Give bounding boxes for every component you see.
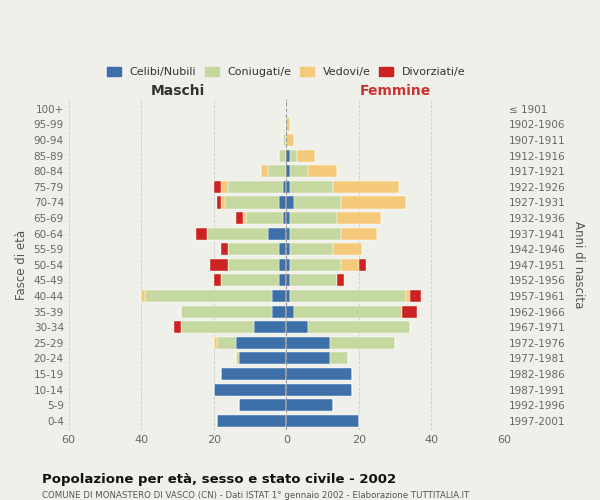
Bar: [286, 384, 352, 396]
Bar: [410, 290, 421, 302]
Bar: [217, 196, 221, 208]
Bar: [403, 306, 417, 318]
Bar: [290, 290, 406, 302]
Bar: [217, 336, 236, 349]
Text: Popolazione per età, sesso e stato civile - 2002: Popolazione per età, sesso e stato civil…: [42, 472, 396, 486]
Bar: [224, 196, 279, 208]
Bar: [217, 414, 286, 427]
Bar: [286, 290, 290, 302]
Bar: [330, 336, 395, 349]
Bar: [221, 196, 224, 208]
Bar: [268, 228, 286, 239]
Bar: [210, 258, 228, 271]
Bar: [293, 306, 403, 318]
Bar: [279, 243, 286, 256]
Bar: [290, 150, 297, 162]
Bar: [268, 165, 286, 177]
Bar: [236, 212, 243, 224]
Bar: [286, 181, 290, 193]
Bar: [236, 336, 286, 349]
Bar: [290, 181, 334, 193]
Bar: [406, 290, 410, 302]
Bar: [254, 321, 286, 334]
Bar: [279, 258, 286, 271]
Bar: [286, 306, 293, 318]
Bar: [221, 243, 228, 256]
Bar: [293, 196, 341, 208]
Bar: [286, 399, 334, 411]
Bar: [196, 228, 206, 239]
Text: COMUNE DI MONASTERO DI VASCO (CN) - Dati ISTAT 1° gennaio 2002 - Elaborazione TU: COMUNE DI MONASTERO DI VASCO (CN) - Dati…: [42, 491, 469, 500]
Bar: [228, 258, 279, 271]
Bar: [290, 243, 334, 256]
Bar: [239, 352, 286, 364]
Bar: [283, 134, 286, 146]
Bar: [290, 165, 308, 177]
Bar: [286, 258, 290, 271]
Bar: [286, 321, 308, 334]
Text: Maschi: Maschi: [151, 84, 205, 98]
Bar: [330, 352, 348, 364]
Bar: [286, 368, 352, 380]
Bar: [297, 150, 316, 162]
Bar: [286, 134, 293, 146]
Bar: [214, 181, 221, 193]
Bar: [337, 274, 344, 286]
Bar: [236, 352, 239, 364]
Bar: [286, 336, 330, 349]
Bar: [221, 181, 228, 193]
Bar: [247, 212, 283, 224]
Bar: [239, 399, 286, 411]
Bar: [286, 196, 293, 208]
Bar: [337, 212, 380, 224]
Bar: [214, 384, 286, 396]
Bar: [286, 212, 290, 224]
Bar: [228, 243, 279, 256]
Bar: [286, 165, 290, 177]
Y-axis label: Fasce di età: Fasce di età: [15, 230, 28, 300]
Bar: [272, 290, 286, 302]
Bar: [243, 212, 247, 224]
Bar: [145, 290, 272, 302]
Bar: [141, 290, 145, 302]
Bar: [286, 274, 290, 286]
Bar: [286, 414, 359, 427]
Bar: [341, 228, 377, 239]
Bar: [286, 150, 290, 162]
Bar: [290, 274, 337, 286]
Bar: [334, 243, 362, 256]
Y-axis label: Anni di nascita: Anni di nascita: [572, 221, 585, 308]
Legend: Celibi/Nubili, Coniugati/e, Vedovi/e, Divorziati/e: Celibi/Nubili, Coniugati/e, Vedovi/e, Di…: [103, 62, 470, 82]
Bar: [290, 228, 341, 239]
Bar: [286, 352, 330, 364]
Bar: [279, 274, 286, 286]
Bar: [283, 181, 286, 193]
Bar: [221, 274, 279, 286]
Bar: [286, 243, 290, 256]
Bar: [261, 165, 268, 177]
Bar: [290, 258, 341, 271]
Bar: [214, 336, 217, 349]
Bar: [283, 212, 286, 224]
Bar: [206, 228, 268, 239]
Bar: [308, 321, 410, 334]
Bar: [341, 258, 359, 271]
Bar: [181, 306, 272, 318]
Bar: [228, 181, 283, 193]
Bar: [272, 306, 286, 318]
Bar: [308, 165, 337, 177]
Bar: [174, 321, 181, 334]
Bar: [290, 212, 337, 224]
Bar: [359, 258, 366, 271]
Text: Femmine: Femmine: [359, 84, 431, 98]
Bar: [334, 181, 399, 193]
Bar: [279, 196, 286, 208]
Bar: [214, 274, 221, 286]
Bar: [341, 196, 406, 208]
Bar: [181, 321, 254, 334]
Bar: [221, 368, 286, 380]
Bar: [279, 150, 286, 162]
Bar: [286, 118, 290, 130]
Bar: [286, 228, 290, 239]
